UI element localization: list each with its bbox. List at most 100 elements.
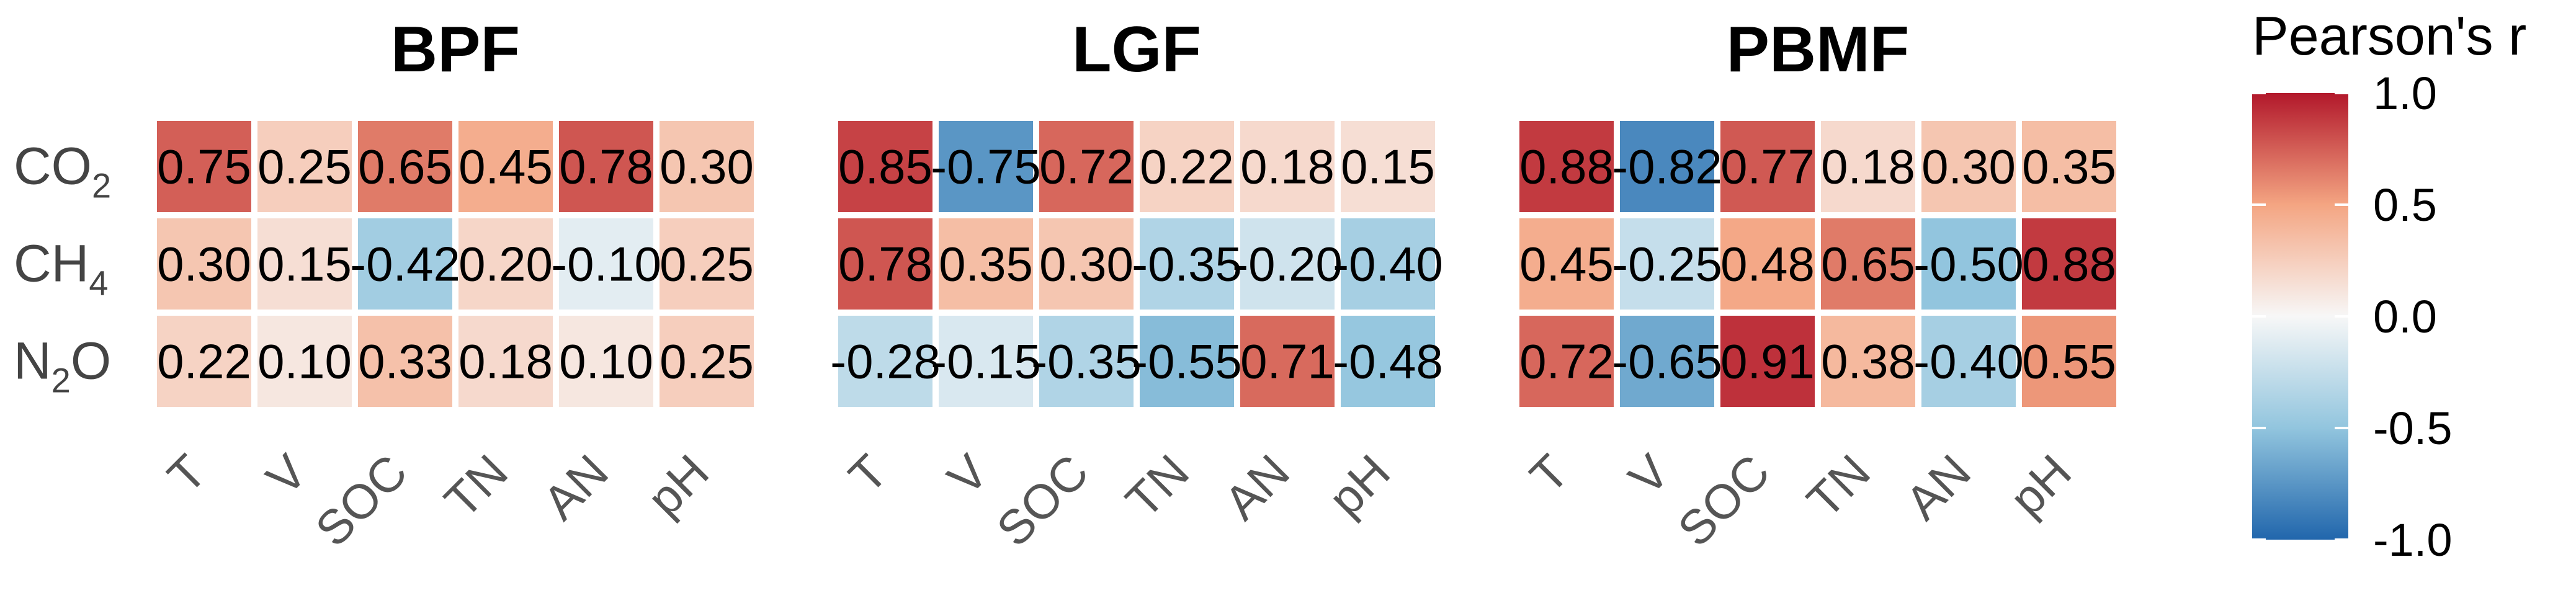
panel-title: LGF [1072, 14, 1201, 86]
heatmap-cell [559, 316, 653, 407]
x-tick-label: pH [1318, 444, 1400, 527]
cell-value-label: 0.30 [157, 237, 251, 292]
heatmap-cell [1720, 121, 1815, 212]
x-tick-label: V [256, 444, 317, 506]
cell-value-label: 0.88 [1519, 140, 1614, 194]
row-label-subscript: 4 [89, 264, 108, 303]
cell-value-label: 0.30 [1039, 237, 1134, 292]
cell-value-label: 0.35 [939, 237, 1033, 292]
heatmap-cell [1821, 316, 1915, 407]
cell-value-label: -0.10 [551, 237, 661, 292]
cell-value-label: 0.20 [458, 237, 553, 292]
x-tick-label: T [838, 444, 898, 504]
row-label: N2O [14, 332, 111, 400]
panel-title: BPF [391, 14, 520, 86]
cell-value-label: 0.18 [1240, 140, 1335, 194]
cell-value-label: -0.82 [1612, 140, 1722, 194]
heatmap-cell [1140, 121, 1234, 212]
heatmap-cell [1240, 316, 1335, 407]
cell-value-label: -0.40 [1333, 237, 1443, 292]
cell-value-label: 0.88 [2022, 237, 2116, 292]
cell-value-label: 0.30 [660, 140, 754, 194]
cell-value-label: -0.15 [931, 334, 1041, 389]
heatmap-cell [838, 316, 932, 407]
panel-title: PBMF [1727, 14, 1910, 86]
heatmap-cell [838, 218, 932, 310]
legend-tick-label: -1.0 [2373, 514, 2453, 566]
cell-value-label: 0.65 [1821, 237, 1915, 292]
cell-value-label: 0.65 [358, 140, 452, 194]
cell-value-label: 0.15 [1341, 140, 1435, 194]
x-tick-label: T [157, 444, 217, 504]
cell-value-label: 0.55 [2022, 334, 2116, 389]
heatmap-cell [1921, 121, 2016, 212]
cell-value-label: 0.45 [1519, 237, 1614, 292]
row-label-suffix: O [71, 332, 111, 390]
heatmap-cell [1620, 316, 1714, 407]
heatmap-cell [1341, 316, 1435, 407]
heatmap-cell [1519, 121, 1614, 212]
cell-value-label: 0.72 [1519, 334, 1614, 389]
cell-value-label: 0.72 [1039, 140, 1134, 194]
row-label-main: CO [14, 137, 92, 195]
cell-value-label: 0.25 [660, 334, 754, 389]
row-label-main: N [14, 332, 51, 390]
heatmap-cell [358, 316, 452, 407]
row-label-subscript: 2 [92, 166, 111, 205]
cell-value-label: 0.30 [1921, 140, 2016, 194]
heatmap-cell [660, 218, 754, 310]
cell-value-label: 0.38 [1821, 334, 1915, 389]
x-tick-label: pH [1999, 444, 2082, 527]
cell-value-label: 0.75 [157, 140, 251, 194]
heatmap-cell [1039, 121, 1134, 212]
heatmap-cell [939, 316, 1033, 407]
heatmap-cell [1620, 218, 1714, 310]
legend-tick-label: -0.5 [2373, 403, 2453, 454]
x-tick-label: AN [1214, 444, 1300, 530]
cell-value-label: -0.75 [931, 140, 1041, 194]
heatmap-cell [2022, 218, 2116, 310]
heatmap-cell [1821, 121, 1915, 212]
heatmap-cell [257, 218, 352, 310]
heatmap-cell [1341, 121, 1435, 212]
x-tick-label: SOC [986, 444, 1099, 557]
cell-value-label: -0.35 [1132, 237, 1242, 292]
heatmap-cell [1620, 121, 1714, 212]
heatmap-cell [157, 316, 251, 407]
heatmap-cell [1720, 218, 1815, 310]
cell-value-label: -0.25 [1612, 237, 1722, 292]
cell-value-label: 0.85 [838, 140, 932, 194]
cell-value-label: 0.78 [559, 140, 653, 194]
cell-value-label: 0.18 [458, 334, 553, 389]
heatmap-cell [1921, 218, 2016, 310]
cell-value-label: 0.71 [1240, 334, 1335, 389]
row-label-subscript: 2 [51, 361, 71, 400]
heatmap-cell [458, 316, 553, 407]
cell-value-label: 0.45 [458, 140, 553, 194]
heatmap-cell [358, 218, 452, 310]
x-tick-label: SOC [305, 444, 418, 557]
cell-value-label: 0.18 [1821, 140, 1915, 194]
heatmap-cell [1039, 218, 1134, 310]
cell-value-label: -0.65 [1612, 334, 1722, 389]
heatmap-cell [2022, 121, 2116, 212]
cell-value-label: -0.50 [1913, 237, 2024, 292]
heatmap-cell [838, 121, 932, 212]
legend-tick-label: 0.0 [2373, 291, 2437, 342]
panel-lgf: LGF 0.85-0.750.72 0.22 0.18 0.15 0.78 0.35 0.30… [830, 14, 1443, 557]
cell-value-label: 0.15 [257, 237, 352, 292]
heatmap-cell [257, 121, 352, 212]
cell-value-label: 0.91 [1720, 334, 1815, 389]
heatmap-cell [939, 218, 1033, 310]
cell-value-label: 0.35 [2022, 140, 2116, 194]
cell-value-label: -0.55 [1132, 334, 1242, 389]
cell-value-label: 0.48 [1720, 237, 1815, 292]
heatmap-cell [157, 218, 251, 310]
cell-value-label: 0.22 [1140, 140, 1234, 194]
cell-value-label: 0.77 [1720, 140, 1815, 194]
heatmap-cell [1240, 218, 1335, 310]
row-label: CH4 [14, 234, 108, 303]
